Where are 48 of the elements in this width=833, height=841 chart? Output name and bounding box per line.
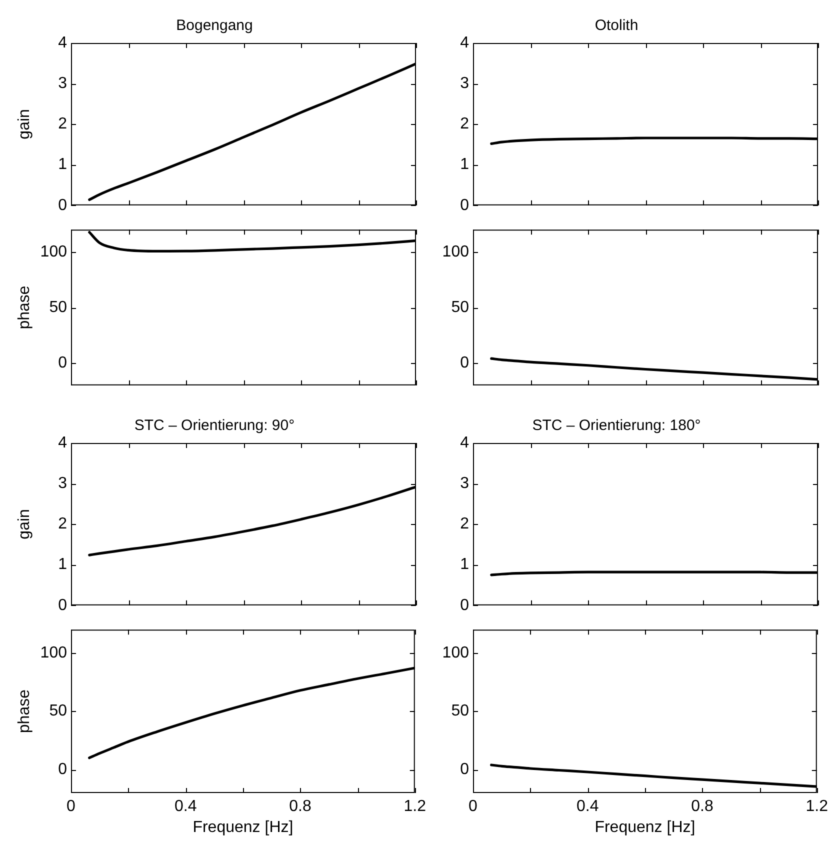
y-tick-label: 4	[460, 434, 470, 452]
chart-title: Otolith	[594, 17, 638, 34]
y-tick-label: 2	[460, 116, 470, 133]
x-tick-label: 0.8	[691, 798, 714, 816]
y-tick-label: 1	[58, 156, 68, 174]
y-tick-label: 1	[58, 556, 68, 574]
y-tick-label: 0	[58, 761, 68, 778]
y-axis-title: phase	[16, 286, 34, 330]
x-axis-title: Frequenz [Hz]	[594, 818, 696, 836]
y-tick-label: 3	[460, 75, 470, 92]
y-tick-label: 3	[58, 475, 68, 492]
x-axis-title: Frequenz [Hz]	[192, 818, 294, 836]
y-tick-label: 1	[460, 556, 470, 574]
y-tick-label: 2	[460, 516, 470, 533]
x-tick-label: 1.2	[404, 798, 426, 816]
chart-title: STC – Orientierung: 90°	[134, 417, 295, 434]
y-tick-label: 4	[460, 34, 470, 52]
y-tick-label: 100	[442, 243, 470, 260]
y-tick-label: 100	[40, 644, 68, 662]
chart-title: STC – Orientierung: 180°	[532, 417, 701, 434]
y-axis-title: gain	[16, 109, 34, 140]
y-tick-label: 0	[58, 354, 68, 372]
y-tick-label: 50	[451, 702, 470, 720]
y-tick-label: 4	[58, 434, 68, 452]
y-tick-label: 2	[58, 516, 68, 533]
y-tick-label: 0	[460, 354, 470, 372]
x-tick-label: 0.8	[289, 798, 312, 816]
y-tick-label: 3	[460, 475, 470, 492]
x-tick-label: 0.4	[576, 798, 599, 816]
x-tick-label: 0.4	[174, 798, 197, 816]
y-tick-label: 0	[58, 196, 68, 214]
y-axis-title: phase	[16, 689, 34, 734]
y-tick-label: 1	[460, 156, 470, 174]
chart-title: Bogengang	[176, 17, 253, 34]
y-tick-label: 0	[58, 596, 68, 614]
y-tick-label: 100	[442, 644, 470, 662]
y-tick-label: 0	[460, 761, 470, 778]
y-tick-label: 50	[451, 298, 470, 316]
y-tick-label: 0	[460, 596, 470, 614]
y-tick-label: 50	[49, 298, 68, 316]
y-tick-label: 3	[58, 75, 68, 92]
y-axis-title: gain	[16, 509, 34, 540]
y-tick-label: 0	[460, 196, 470, 214]
y-tick-label: 2	[58, 116, 68, 133]
y-tick-label: 4	[58, 34, 68, 52]
x-tick-label: 1.2	[806, 798, 828, 816]
y-tick-label: 50	[49, 702, 68, 720]
y-tick-label: 100	[40, 243, 68, 260]
